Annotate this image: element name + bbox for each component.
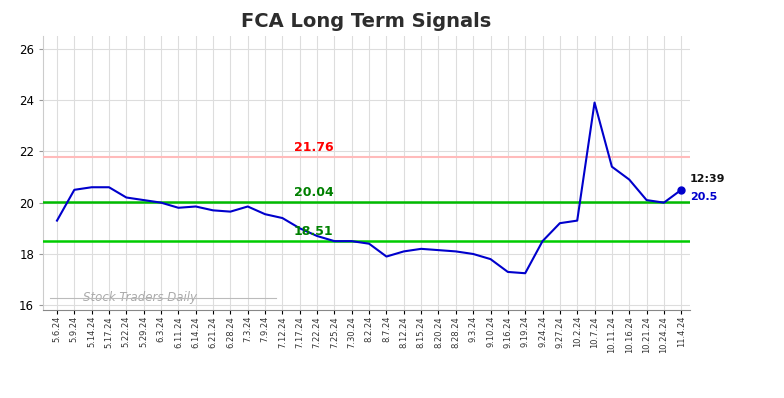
- Text: 21.76: 21.76: [294, 141, 333, 154]
- Title: FCA Long Term Signals: FCA Long Term Signals: [241, 12, 492, 31]
- Text: 12:39: 12:39: [690, 174, 725, 184]
- Text: 18.51: 18.51: [294, 225, 333, 238]
- Text: 20.5: 20.5: [690, 192, 717, 202]
- Text: 20.04: 20.04: [294, 185, 333, 199]
- Text: Stock Traders Daily: Stock Traders Daily: [83, 291, 197, 304]
